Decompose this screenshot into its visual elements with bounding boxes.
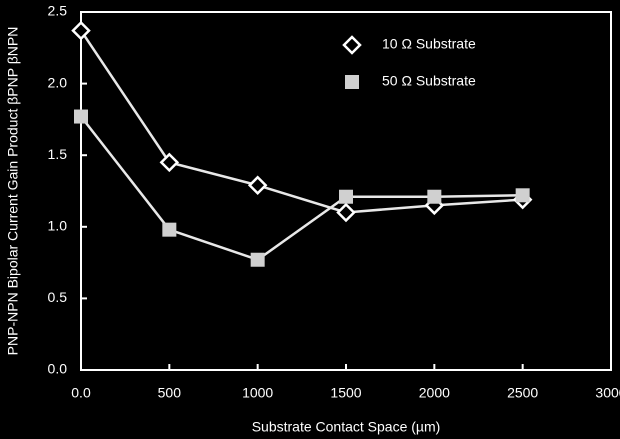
x-tick-label: 1500: [330, 385, 361, 401]
y-tick-label: 2.0: [48, 74, 68, 90]
y-tick-label: 1.5: [48, 146, 68, 162]
legend-label: 50 Ω Substrate: [382, 73, 476, 89]
legend-marker: [342, 35, 362, 55]
marker: [515, 188, 530, 203]
legend-label: 10 Ω Substrate: [382, 36, 476, 52]
marker: [71, 20, 91, 41]
legend-marker: [345, 75, 359, 89]
marker: [159, 152, 180, 173]
y-tick-label: 0.0: [48, 361, 68, 377]
y-axis-label: PNP-NPN Bipolar Current Gain Product βPN…: [5, 27, 21, 356]
marker: [339, 189, 353, 204]
series-line: [80, 115, 523, 262]
x-tick-label: 1000: [242, 385, 273, 401]
marker: [162, 222, 177, 237]
marker: [336, 202, 356, 223]
marker: [427, 189, 442, 204]
x-axis-label: Substrate Contact Space (µm): [252, 419, 441, 435]
marker: [247, 175, 268, 196]
x-tick-label: 2500: [507, 385, 538, 401]
marker: [74, 109, 88, 124]
y-tick-label: 1.0: [48, 218, 68, 234]
marker: [250, 252, 265, 267]
x-tick-label: 0.0: [71, 385, 91, 401]
series-line: [79, 29, 523, 214]
y-tick-label: 0.5: [48, 289, 68, 305]
x-tick-label: 2000: [419, 385, 450, 401]
y-tick-label: 2.5: [48, 3, 68, 19]
x-tick-label: 500: [158, 385, 182, 401]
